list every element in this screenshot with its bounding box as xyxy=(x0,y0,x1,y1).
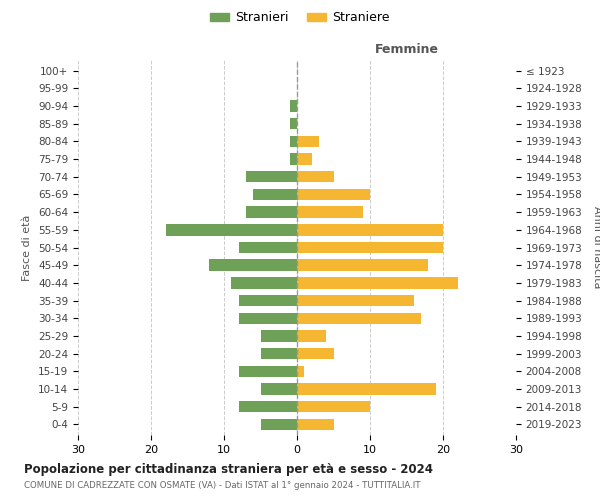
Bar xyxy=(297,348,334,360)
Bar xyxy=(297,188,370,200)
Bar xyxy=(297,401,370,412)
Bar xyxy=(297,260,428,271)
Bar xyxy=(260,418,297,430)
Bar xyxy=(290,136,297,147)
Text: COMUNE DI CADREZZATE CON OSMATE (VA) - Dati ISTAT al 1° gennaio 2024 - TUTTITALI: COMUNE DI CADREZZATE CON OSMATE (VA) - D… xyxy=(24,481,421,490)
Bar xyxy=(166,224,297,235)
Bar xyxy=(297,418,334,430)
Text: Popolazione per cittadinanza straniera per età e sesso - 2024: Popolazione per cittadinanza straniera p… xyxy=(24,462,433,475)
Bar xyxy=(239,401,297,412)
Bar xyxy=(246,206,297,218)
Bar xyxy=(297,295,414,306)
Bar xyxy=(239,366,297,377)
Bar xyxy=(297,366,304,377)
Bar xyxy=(297,224,443,235)
Legend: Stranieri, Straniere: Stranieri, Straniere xyxy=(205,6,395,29)
Bar xyxy=(290,118,297,130)
Bar xyxy=(297,277,458,288)
Bar xyxy=(239,295,297,306)
Bar xyxy=(260,348,297,360)
Bar xyxy=(297,154,311,165)
Bar xyxy=(297,171,334,182)
Bar xyxy=(297,136,319,147)
Bar xyxy=(232,277,297,288)
Bar xyxy=(239,312,297,324)
Bar xyxy=(260,384,297,395)
Bar xyxy=(297,384,436,395)
Bar xyxy=(209,260,297,271)
Bar xyxy=(260,330,297,342)
Bar xyxy=(239,242,297,253)
Y-axis label: Fasce di età: Fasce di età xyxy=(22,214,32,280)
Bar xyxy=(290,154,297,165)
Bar xyxy=(253,188,297,200)
Bar xyxy=(297,206,362,218)
Text: Femmine: Femmine xyxy=(374,44,439,56)
Y-axis label: Anni di nascita: Anni di nascita xyxy=(592,206,600,289)
Bar xyxy=(290,100,297,112)
Bar xyxy=(297,242,443,253)
Bar xyxy=(297,330,326,342)
Bar xyxy=(246,171,297,182)
Bar xyxy=(297,312,421,324)
